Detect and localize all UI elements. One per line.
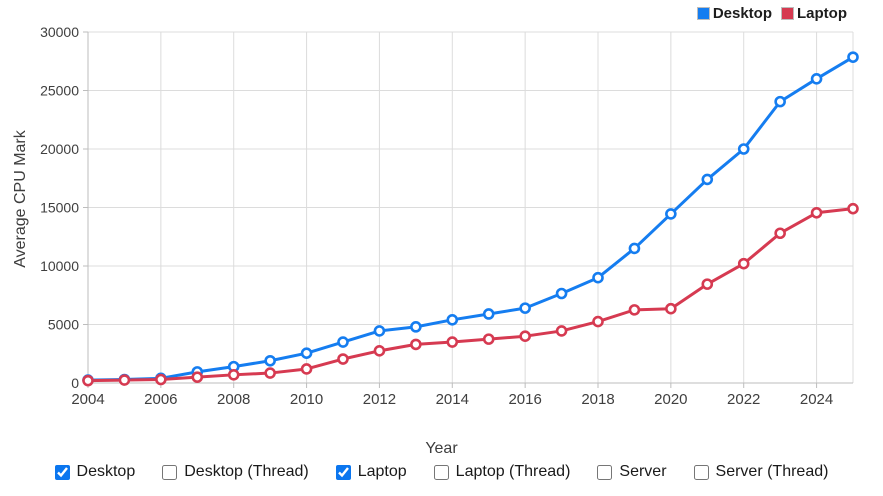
toggle-label-laptop-thread: Laptop (Thread) — [455, 463, 571, 480]
data-point-laptop-2010[interactable] — [300, 363, 313, 375]
data-point-desktop-2009[interactable] — [264, 354, 276, 367]
y-axis-title: Average CPU Mark — [12, 130, 29, 268]
data-point-laptop-2013[interactable] — [410, 338, 422, 351]
x-axis-title: Year — [425, 440, 458, 457]
series-desktop — [86, 55, 855, 382]
data-point-laptop-2022[interactable] — [737, 257, 750, 270]
data-point-desktop-2014[interactable] — [446, 314, 459, 326]
svg-text:15000: 15000 — [40, 200, 79, 216]
svg-text:2022: 2022 — [727, 391, 760, 408]
data-point-laptop-2021[interactable] — [701, 278, 714, 290]
toggle-label-desktop-thread: Desktop (Thread) — [184, 463, 309, 480]
toggle-server-thread[interactable]: Server (Thread) — [693, 463, 829, 481]
svg-text:25000: 25000 — [40, 83, 79, 99]
toggle-laptop-thread[interactable]: Laptop (Thread) — [433, 463, 571, 481]
data-point-laptop-2023[interactable] — [774, 227, 786, 240]
data-point-laptop-2011[interactable] — [337, 353, 349, 365]
series-line-desktop — [86, 55, 855, 382]
data-point-desktop-2015[interactable] — [482, 308, 495, 320]
svg-text:2018: 2018 — [581, 391, 614, 408]
data-point-laptop-2004[interactable] — [82, 374, 94, 387]
toggle-server[interactable]: Server — [597, 463, 667, 481]
svg-text:2024: 2024 — [800, 391, 833, 408]
data-point-laptop-2018[interactable] — [592, 315, 604, 328]
data-point-desktop-2013[interactable] — [410, 321, 422, 333]
data-point-laptop-2017[interactable] — [555, 325, 568, 337]
data-point-laptop-2008[interactable] — [227, 369, 240, 381]
data-point-laptop-2024[interactable] — [810, 206, 823, 219]
data-point-laptop-2015[interactable] — [482, 333, 495, 345]
data-point-laptop-2007[interactable] — [191, 371, 204, 383]
data-point-desktop-2023[interactable] — [774, 95, 786, 108]
series-laptop — [86, 207, 855, 383]
svg-text:2010: 2010 — [290, 391, 323, 408]
toggle-desktop[interactable]: Desktop — [54, 463, 136, 481]
series-toggle-row: Desktop Desktop (Thread) Laptop Laptop (Thr… — [0, 463, 883, 481]
data-point-laptop-2006[interactable] — [155, 373, 167, 386]
data-point-laptop-2009[interactable] — [264, 367, 276, 379]
svg-text:0: 0 — [71, 375, 79, 391]
svg-text:2014: 2014 — [436, 391, 469, 408]
checkbox-server-thread[interactable] — [693, 464, 709, 480]
checkbox-desktop-thread[interactable] — [162, 464, 178, 480]
legend-label-desktop: Desktop — [712, 5, 772, 22]
svg-text:2020: 2020 — [654, 391, 687, 408]
data-point-desktop-2021[interactable] — [701, 173, 714, 186]
toggle-desktop-thread[interactable]: Desktop (Thread) — [162, 463, 309, 481]
data-point-desktop-2010[interactable] — [300, 347, 313, 359]
data-point-desktop-2019[interactable] — [628, 242, 641, 255]
data-point-laptop-2014[interactable] — [446, 336, 459, 348]
svg-text:10000: 10000 — [40, 258, 79, 274]
data-point-laptop-2019[interactable] — [628, 304, 641, 316]
data-point-laptop-2025[interactable] — [847, 202, 859, 215]
svg-text:30000: 30000 — [40, 24, 79, 40]
data-point-desktop-2016[interactable] — [519, 302, 531, 314]
legend-swatch-laptop-icon — [781, 7, 794, 20]
data-point-desktop-2012[interactable] — [373, 325, 386, 337]
checkbox-laptop[interactable] — [335, 464, 351, 480]
data-point-laptop-2016[interactable] — [519, 330, 531, 343]
series-line-laptop — [86, 207, 855, 383]
svg-text:2008: 2008 — [217, 391, 250, 408]
chart-legend: Desktop Laptop — [696, 5, 847, 22]
data-point-desktop-2018[interactable] — [592, 271, 604, 284]
toggle-label-server-thread: Server (Thread) — [715, 463, 829, 480]
toggle-label-desktop: Desktop — [76, 463, 136, 480]
legend-item-desktop[interactable]: Desktop — [696, 5, 772, 22]
checkbox-server[interactable] — [597, 464, 613, 480]
data-point-laptop-2012[interactable] — [373, 345, 386, 357]
toggle-laptop[interactable]: Laptop — [335, 463, 407, 481]
series-points-desktop — [82, 51, 859, 386]
gridlines — [88, 31, 854, 383]
checkbox-laptop-thread[interactable] — [433, 464, 449, 480]
legend-item-laptop[interactable]: Laptop — [781, 5, 847, 22]
toggle-label-laptop: Laptop — [357, 463, 407, 480]
svg-text:2012: 2012 — [363, 391, 396, 408]
data-point-desktop-2017[interactable] — [555, 287, 568, 300]
data-point-desktop-2022[interactable] — [737, 143, 750, 155]
series-points-laptop — [82, 202, 859, 387]
svg-text:5000: 5000 — [48, 317, 79, 333]
data-point-laptop-2020[interactable] — [665, 302, 677, 315]
svg-text:2004: 2004 — [71, 391, 104, 408]
data-point-desktop-2011[interactable] — [337, 336, 349, 348]
legend-label-laptop: Laptop — [797, 5, 847, 22]
toggle-label-server: Server — [619, 463, 667, 480]
svg-text:2016: 2016 — [508, 391, 541, 408]
axes — [83, 31, 853, 388]
data-point-desktop-2020[interactable] — [665, 208, 677, 220]
svg-text:2006: 2006 — [144, 391, 177, 408]
legend-swatch-desktop-icon — [696, 7, 710, 20]
x-tick-labels: 2004 2006 2008 2010 2012 2014 2016 2018 2020 2022… — [71, 391, 833, 408]
data-point-laptop-2005[interactable] — [118, 374, 131, 386]
checkbox-desktop[interactable] — [54, 464, 70, 480]
y-tick-labels: 0 5000 10000 15000 20000 25000 30000 — [40, 24, 79, 391]
data-point-desktop-2025[interactable] — [847, 51, 859, 63]
data-point-desktop-2024[interactable] — [810, 73, 823, 85]
svg-text:20000: 20000 — [40, 141, 79, 157]
